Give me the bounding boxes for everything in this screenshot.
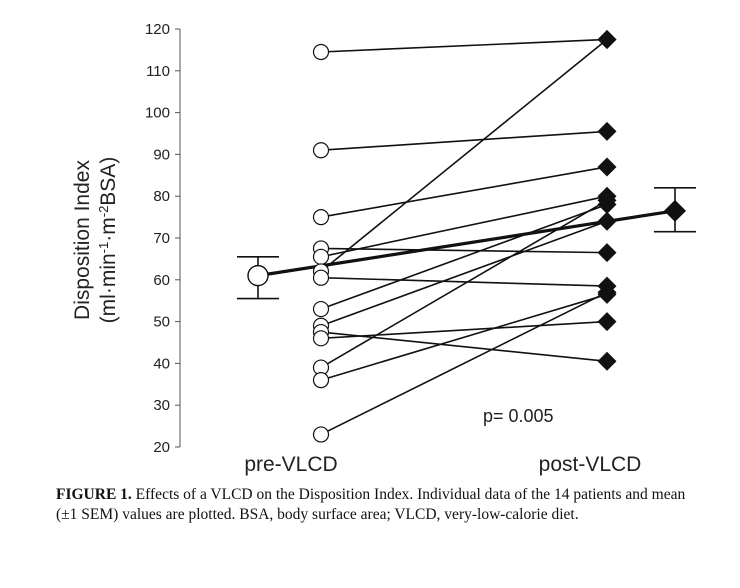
y-axis-label-sup1: -1 bbox=[96, 242, 111, 254]
patient-line bbox=[320, 220, 608, 327]
chart-labels: pre-VLCD post-VLCD p= 0.005 Disposition … bbox=[71, 157, 641, 476]
patient-line bbox=[320, 247, 608, 254]
post-vlcd-point bbox=[597, 211, 617, 231]
patient-line bbox=[320, 293, 608, 381]
y-axis-label-line1: Disposition Index bbox=[71, 160, 94, 320]
y-tick-label: 60 bbox=[153, 272, 170, 289]
patient-line bbox=[320, 276, 608, 287]
post-vlcd-point bbox=[597, 157, 617, 177]
y-axis-label-line2: (ml·min-1·m-2BSA) bbox=[96, 157, 121, 324]
patient-line bbox=[320, 166, 608, 218]
y-tick-label: 20 bbox=[153, 439, 170, 456]
figure-caption-label: FIGURE 1. bbox=[56, 486, 132, 503]
pre-vlcd-point bbox=[312, 209, 330, 226]
patient-line bbox=[320, 199, 608, 369]
y-tick-label: 50 bbox=[153, 314, 170, 331]
disposition-index-chart: 20 30 40 50 60 70 80 90 100 110 120 pre-VLCD post-… bbox=[71, 21, 696, 476]
post-vlcd-point bbox=[597, 190, 617, 210]
post-vlcd-point bbox=[597, 243, 617, 263]
patient-lines bbox=[320, 38, 608, 436]
mean-post-marker bbox=[664, 199, 686, 222]
y-axis-label-units-post: BSA) bbox=[97, 157, 120, 206]
y-axis: 20 30 40 50 60 70 80 90 100 110 120 bbox=[145, 21, 181, 456]
pre-vlcd-point bbox=[312, 142, 330, 159]
y-tick-label: 80 bbox=[153, 188, 170, 205]
y-axis-label-units-pre: (ml·min bbox=[97, 253, 120, 323]
patient-line bbox=[320, 203, 608, 310]
post-vlcd-markers bbox=[597, 29, 617, 371]
post-vlcd-point bbox=[597, 29, 617, 49]
pre-vlcd-markers bbox=[312, 43, 330, 443]
y-tick-label: 70 bbox=[153, 230, 170, 247]
patient-line bbox=[320, 130, 608, 152]
pre-vlcd-point bbox=[312, 426, 330, 443]
post-vlcd-point bbox=[597, 351, 617, 371]
patient-line bbox=[320, 291, 608, 436]
y-tick-label: 110 bbox=[146, 63, 170, 80]
post-vlcd-point bbox=[597, 282, 617, 302]
pre-vlcd-point bbox=[312, 248, 330, 265]
post-vlcd-point bbox=[597, 312, 617, 332]
patient-line bbox=[320, 38, 608, 273]
patient-line bbox=[320, 331, 608, 363]
y-tick-label: 30 bbox=[153, 397, 170, 414]
y-tick-label: 120 bbox=[145, 21, 170, 38]
y-tick-label: 90 bbox=[153, 146, 170, 163]
y-tick-label: 40 bbox=[153, 355, 170, 372]
category-label-post-vlcd: post-VLCD bbox=[539, 453, 642, 476]
patient-line bbox=[320, 38, 608, 53]
mean-pre-marker bbox=[247, 264, 269, 287]
post-vlcd-point bbox=[597, 121, 617, 141]
pre-vlcd-point bbox=[312, 43, 330, 61]
pre-vlcd-point bbox=[312, 269, 330, 286]
figure-caption: FIGURE 1. Effects of a VLCD on the Dispo… bbox=[56, 485, 706, 525]
y-axis-label-units-mid: ·m bbox=[97, 217, 120, 242]
category-label-pre-vlcd: pre-VLCD bbox=[244, 453, 337, 476]
figure-caption-text: Effects of a VLCD on the Disposition Ind… bbox=[56, 486, 686, 523]
p-value-annotation: p= 0.005 bbox=[483, 406, 554, 426]
pre-vlcd-point bbox=[312, 300, 330, 318]
y-tick-label: 100 bbox=[145, 105, 170, 122]
y-axis-label: Disposition Index (ml·min-1·m-2BSA) bbox=[71, 157, 120, 324]
patient-line bbox=[320, 195, 608, 258]
pre-vlcd-point bbox=[312, 330, 330, 347]
pre-vlcd-point bbox=[312, 372, 330, 389]
y-axis-label-sup2: -2 bbox=[96, 206, 111, 218]
patient-line bbox=[320, 320, 608, 340]
